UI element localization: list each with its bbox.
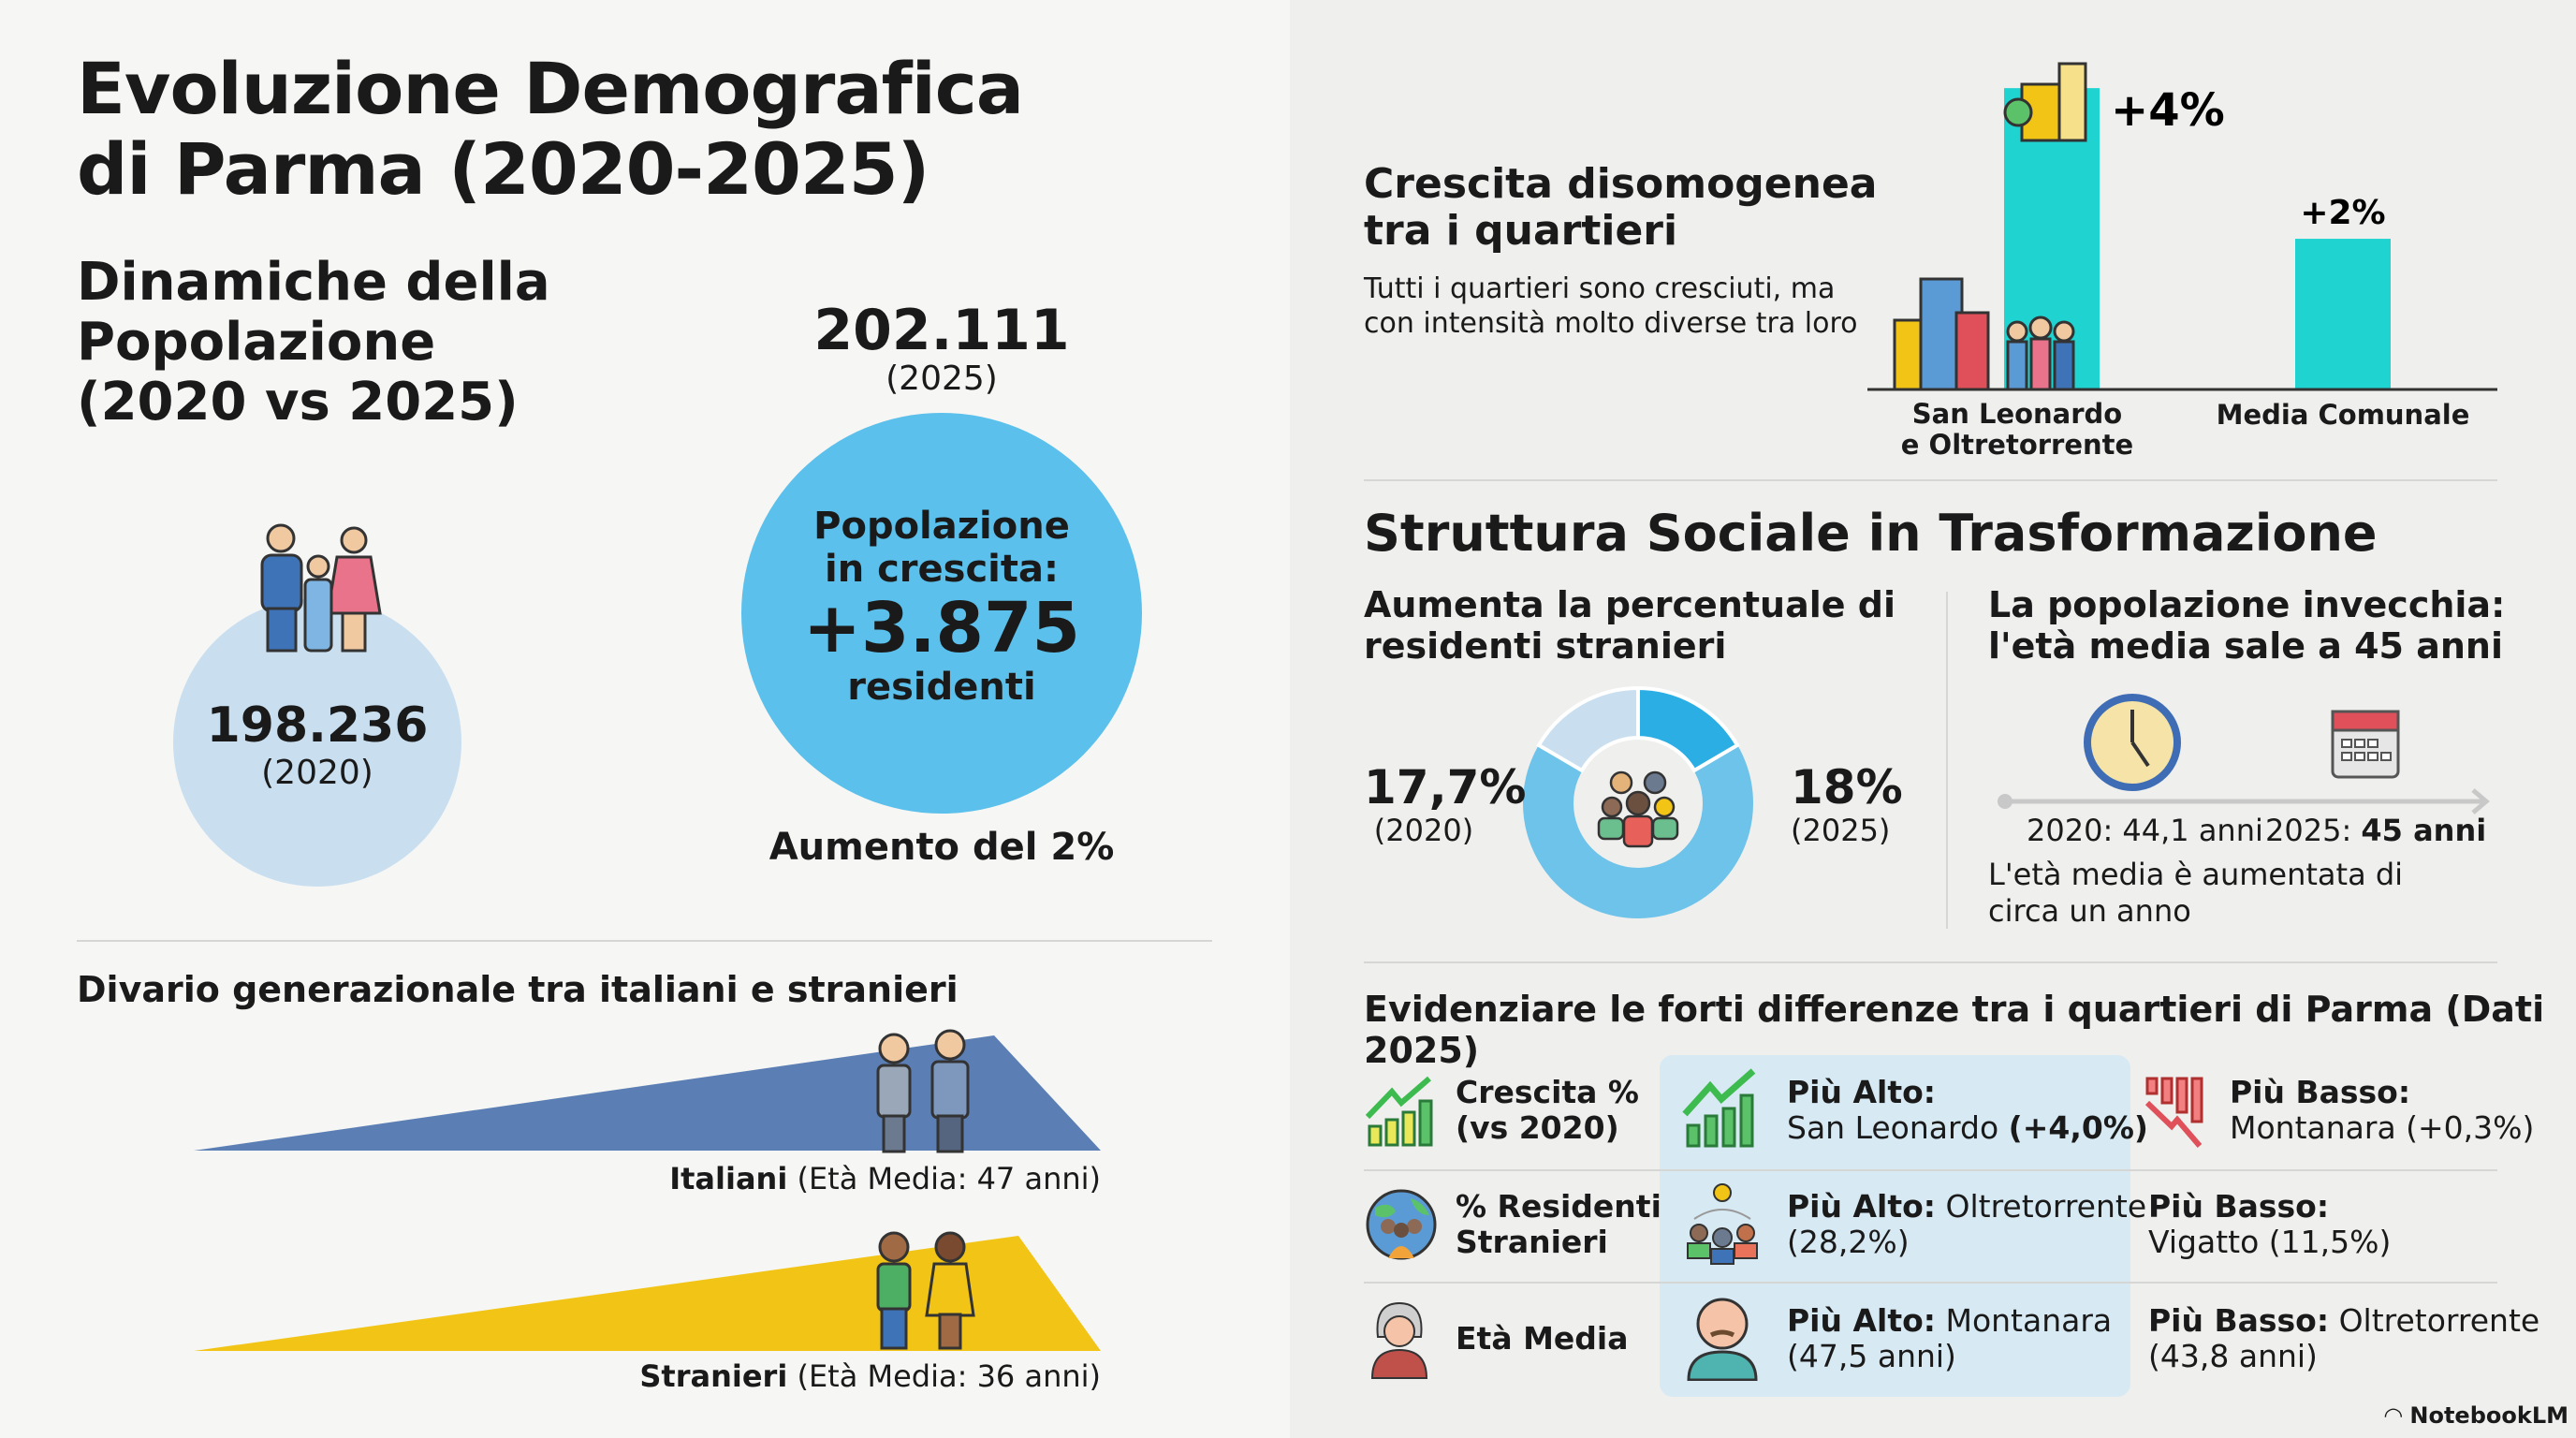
population-2025-year: (2025) [886, 360, 998, 398]
divider [1364, 479, 2497, 481]
family-icon [260, 523, 382, 653]
dynamics-heading: Dinamiche della Popolazione (2020 vs 2025) [77, 252, 550, 433]
growth-unit: residenti [847, 666, 1036, 709]
growth-chart-icon [1365, 1076, 1433, 1147]
age-2020: 2020: 44,1 anni [2027, 813, 2263, 848]
foreign-pct-2025: 18% [1791, 760, 1903, 814]
globe-people-icon [1366, 1189, 1437, 1260]
bar-label-san-leonardo: San Leonardo e Oltretorrente [1900, 398, 2134, 461]
page-title: Evoluzione Demografica di Parma (2020-202… [77, 47, 1024, 211]
people-group-icon [1597, 770, 1679, 848]
increase-label: Aumento del 2% [768, 826, 1115, 869]
row-divider [1364, 1282, 2497, 1284]
stranieri-label: Stranieri (Età Media: 36 anni) [639, 1358, 1101, 1394]
metric-foreign-residents: % Residenti Stranieri [1456, 1188, 1661, 1260]
population-growth-circle: Popolazione in crescita: +3.875 resident… [741, 413, 1142, 814]
growth-label: in crescita: [824, 548, 1060, 591]
timeline-arrow [1998, 788, 2490, 814]
notebooklm-logo-icon: ◠ [2384, 1402, 2410, 1429]
bar-value-label: +2% [2300, 194, 2385, 232]
highest-age: Più Alto: Montanara (47,5 anni) [1787, 1302, 2113, 1374]
lowest-age: Più Basso: Oltretorrente (43,8 anni) [2148, 1302, 2540, 1374]
gap-heading: Divario generazionale tra italiani e str… [77, 969, 959, 1010]
population-2020-value: 198.236 [206, 697, 429, 754]
population-2020-year: (2020) [261, 754, 373, 792]
age-gap-graphic [194, 1029, 1101, 1351]
decline-chart-icon [2144, 1077, 2203, 1148]
lowest-growth: Più Basso: Montanara (+0,3%) [2230, 1074, 2535, 1146]
elderly-man-icon [1687, 1298, 1758, 1381]
people-network-icon [1687, 1183, 1758, 1265]
divider [77, 940, 1212, 942]
age-timeline [1998, 694, 2490, 814]
divider [1364, 961, 2497, 963]
foreign-pct-2020: 17,7% [1364, 760, 1527, 814]
young-couple-icon [876, 1231, 975, 1350]
foreign-year-2025: (2025) [1791, 813, 1891, 848]
foreign-year-2020: (2020) [1373, 813, 1474, 848]
districts-description: Tutti i quartieri sono cresciuti, ma con … [1364, 272, 1858, 340]
clock-icon [2084, 694, 2181, 791]
row-divider [1364, 1169, 2497, 1171]
city-icon [2003, 62, 2087, 142]
highest-growth: Più Alto: San Leonardo (+4,0%) [1787, 1074, 2148, 1146]
lowest-foreign: Più Basso: Vigatto (11,5%) [2148, 1188, 2392, 1260]
foreign-heading: Aumenta la percentuale di residenti stran… [1364, 584, 1895, 667]
buildings-icon [1893, 277, 2075, 391]
notebooklm-brand: ◠ NotebookLM [2384, 1402, 2569, 1429]
elderly-couple-icon [876, 1029, 970, 1153]
growth-label: Popolazione [813, 505, 1070, 548]
bar-label-media-comunale: Media Comunale [2216, 399, 2470, 431]
vertical-divider [1946, 592, 1948, 929]
growth-value: +3.875 [802, 588, 1081, 668]
metric-growth: Crescita % (vs 2020) [1456, 1074, 1639, 1146]
donut-segment-2025 [1636, 685, 1740, 773]
stranieri-wedge [194, 1236, 1101, 1351]
foreign-residents-donut [1523, 685, 1753, 918]
italiani-label: Italiani (Età Media: 47 anni) [669, 1161, 1101, 1196]
italiani-wedge [194, 1035, 1101, 1151]
age-heading: La popolazione invecchia: l'età media sal… [1988, 584, 2506, 667]
calendar-icon [2331, 710, 2400, 779]
bar-value-label: +4% [2111, 84, 2225, 137]
bar-1 [2295, 239, 2391, 389]
age-note: L'età media è aumentata di circa un anno [1988, 857, 2404, 929]
metric-median-age: Età Media [1456, 1320, 1629, 1357]
age-2025: 2025: 45 anni [2265, 813, 2487, 848]
highest-foreign: Più Alto: Oltretorrente (28,2%) [1787, 1188, 2147, 1260]
districts-heading: Crescita disomogenea tra i quartieri [1364, 160, 1878, 255]
table-heading: Evidenziare le forti differenze tra i qu… [1364, 989, 2545, 1071]
growth-chart-icon [1682, 1068, 1756, 1148]
population-2025-value: 202.111 [813, 298, 1070, 363]
elderly-woman-icon [1370, 1301, 1428, 1379]
district-growth-chart: +4% +2% [1867, 62, 2497, 391]
donut-segment-2020 [1536, 685, 1640, 773]
social-heading: Struttura Sociale in Trasformazione [1364, 504, 2378, 563]
